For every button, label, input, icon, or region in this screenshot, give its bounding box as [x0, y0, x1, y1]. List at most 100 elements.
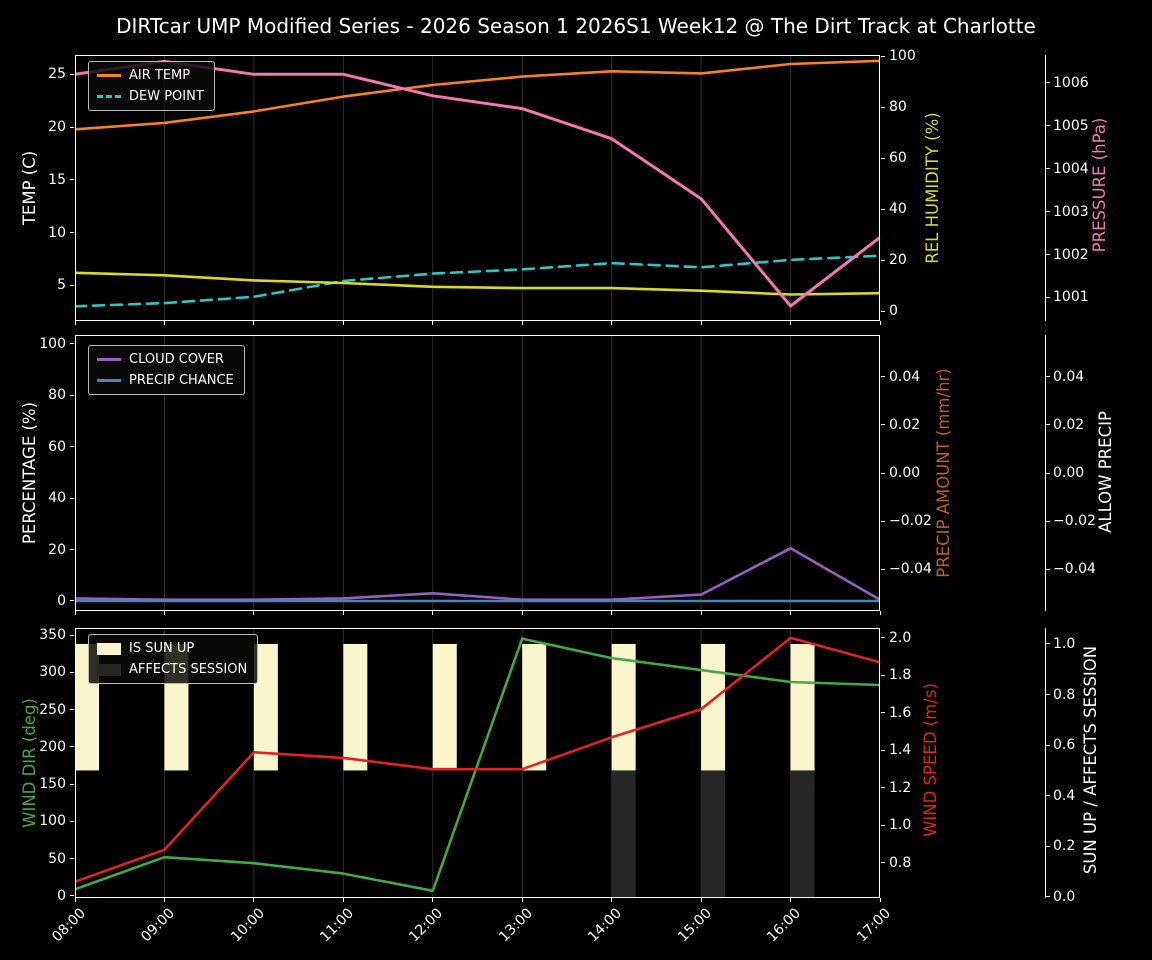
tick-mark [163, 611, 165, 615]
x-tick-label: 15:00 [674, 905, 715, 946]
tick-mark [521, 898, 523, 902]
wind-dir-axis-label: WIND DIR (deg) [19, 698, 39, 828]
y-tick-label: 1.6 [889, 704, 912, 721]
tick-mark [879, 611, 881, 615]
y-tick-label: 60 [48, 438, 66, 455]
tick-mark [70, 895, 74, 897]
tick-mark [342, 611, 344, 615]
tick-mark [74, 611, 76, 615]
tick-mark [611, 898, 613, 902]
air-temp-swatch [97, 74, 121, 77]
y-tick-label: 250 [39, 701, 66, 718]
y-tick-label: 25 [48, 66, 66, 83]
tick-mark [881, 787, 885, 789]
wind-speed-line [75, 636, 880, 883]
tick-mark [70, 343, 74, 345]
y-tick-label: 1.8 [889, 667, 912, 684]
tick-mark [70, 820, 74, 822]
tick-mark [70, 394, 74, 396]
dew-point-swatch [97, 95, 121, 98]
tick-mark [70, 73, 74, 75]
y-tick-label: −0.02 [889, 513, 932, 530]
tick-mark [611, 321, 613, 325]
tick-mark [790, 321, 792, 325]
tick-mark [881, 310, 885, 312]
tick-mark [1046, 296, 1050, 298]
rel-humidity-axis-label: REL HUMIDITY (%) [922, 112, 942, 264]
tick-mark [432, 898, 434, 902]
legend-item-affects-session: AFFECTS SESSION [97, 662, 247, 677]
pressure-axis-label: PRESSURE (hPa) [1089, 117, 1109, 253]
y-tick-label: 5 [57, 277, 66, 294]
rel-humidity-line [75, 271, 880, 296]
tick-mark [1046, 568, 1050, 570]
detached-spine [1045, 55, 1046, 321]
y-tick-label: 20 [48, 119, 66, 136]
tick-mark [163, 898, 165, 902]
tick-mark [881, 712, 885, 714]
tick-mark [879, 321, 881, 325]
tick-mark [1046, 744, 1050, 746]
tick-mark [881, 568, 885, 570]
panel-border [75, 335, 880, 611]
legend: AIR TEMP DEW POINT [88, 61, 215, 111]
tick-mark [1046, 424, 1050, 426]
legend-label-affects-session: AFFECTS SESSION [129, 662, 248, 677]
tick-mark [70, 783, 74, 785]
tick-mark [879, 898, 881, 902]
y-tick-label: 1005 [1053, 117, 1089, 134]
tick-mark [881, 424, 885, 426]
temp-axis-label: TEMP (C) [19, 150, 39, 226]
tick-mark [1046, 211, 1050, 213]
tick-mark [881, 520, 885, 522]
tick-mark [1046, 376, 1050, 378]
tick-mark [74, 898, 76, 902]
tick-mark [1046, 896, 1050, 898]
wind-dir-line [75, 637, 880, 893]
tick-mark [70, 709, 74, 711]
tick-mark [1046, 520, 1050, 522]
y-tick-label: 40 [48, 490, 66, 507]
y-tick-label: 10 [48, 224, 66, 241]
sun-up-axis-label: SUN UP / AFFECTS SESSION [1080, 645, 1100, 875]
tick-mark [881, 259, 885, 261]
y-tick-label: 50 [48, 850, 66, 867]
tick-mark [253, 898, 255, 902]
tick-mark [881, 637, 885, 639]
legend-label-air-temp: AIR TEMP [129, 68, 191, 83]
tick-mark [70, 126, 74, 128]
tick-mark [70, 634, 74, 636]
y-tick-label: 1006 [1053, 74, 1089, 91]
y-tick-label: 20 [48, 541, 66, 558]
x-tick-label: 11:00 [317, 905, 357, 946]
tick-mark [432, 611, 434, 615]
x-tick-label: 08:00 [48, 905, 89, 946]
y-tick-label: 1.0 [1053, 635, 1076, 652]
tick-mark [1046, 82, 1050, 84]
tick-mark [74, 321, 76, 325]
tick-mark [70, 284, 74, 286]
legend-item-air-temp: AIR TEMP [97, 68, 204, 83]
tick-mark [1046, 254, 1050, 255]
legend-item-cloud-cover: CLOUD COVER [97, 352, 234, 367]
tick-mark [881, 824, 885, 826]
panel-border [75, 628, 880, 898]
tick-mark [163, 321, 165, 325]
tick-mark [521, 321, 523, 325]
y-tick-label: 150 [39, 776, 66, 793]
y-tick-label: 1.2 [889, 779, 912, 796]
tick-mark [70, 179, 74, 181]
y-tick-label: 80 [889, 99, 907, 116]
precip-amount-axis-label: PRECIP AMOUNT (mm/hr) [933, 368, 953, 578]
y-tick-label: 0.00 [889, 465, 921, 481]
tick-mark [1046, 694, 1050, 696]
y-tick-label: 40 [889, 201, 907, 218]
y-tick-label: −0.04 [1053, 561, 1096, 578]
allow-precip-axis-label: ALLOW PRECIP [1095, 411, 1115, 533]
cloud-cover-line [75, 547, 880, 602]
tick-mark [432, 321, 434, 325]
y-tick-label: 2.0 [889, 629, 912, 646]
air-temp-line [75, 59, 880, 131]
is-sun-up-bar [343, 643, 368, 771]
is-sun-up-bar [790, 643, 815, 771]
